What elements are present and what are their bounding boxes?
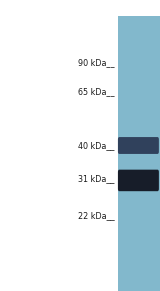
Text: 31 kDa__: 31 kDa__ xyxy=(78,175,114,183)
Text: 40 kDa__: 40 kDa__ xyxy=(78,141,114,150)
Text: 22 kDa__: 22 kDa__ xyxy=(78,211,114,220)
Text: 90 kDa__: 90 kDa__ xyxy=(78,58,114,67)
FancyBboxPatch shape xyxy=(118,170,159,191)
Text: 65 kDa__: 65 kDa__ xyxy=(78,87,114,96)
Bar xyxy=(118,16,160,291)
FancyBboxPatch shape xyxy=(118,137,159,154)
